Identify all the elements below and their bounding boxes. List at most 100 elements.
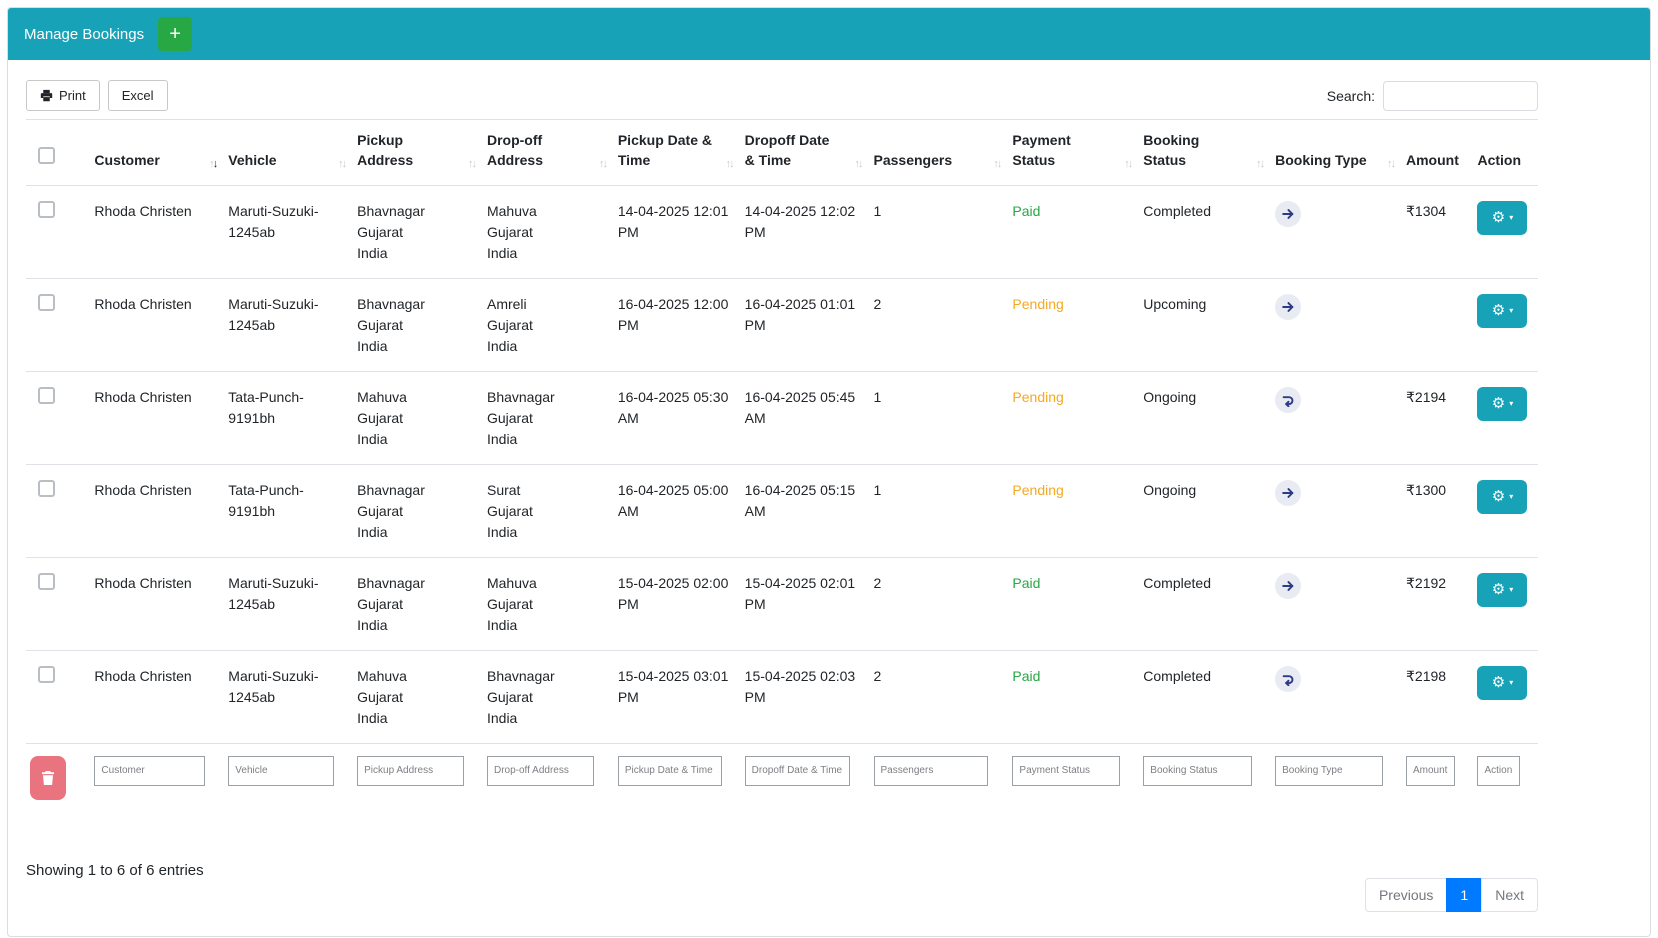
dropoff-datetime-cell: 14-04-2025 12:02 PM — [741, 185, 870, 278]
col-header-amount: Amount — [1402, 120, 1473, 186]
col-header-select — [26, 120, 90, 186]
filter-input-dropoff-date-time[interactable] — [745, 756, 851, 786]
caret-down-icon: ▾ — [1509, 214, 1513, 222]
gear-icon: ⚙ — [1492, 582, 1505, 597]
customer-cell: Rhoda Christen — [90, 650, 224, 743]
payment-status-cell: Paid — [1008, 557, 1139, 650]
filter-input-payment-status[interactable] — [1012, 756, 1120, 786]
select-all-checkbox[interactable] — [38, 147, 55, 164]
previous-button[interactable]: Previous — [1365, 878, 1447, 912]
booking-status-cell: Ongoing — [1139, 464, 1271, 557]
row-checkbox[interactable] — [38, 294, 55, 311]
filter-input-drop-off-address[interactable] — [487, 756, 595, 786]
table-row: Rhoda ChristenMaruti-Suzuki- 1245abMahuv… — [26, 650, 1538, 743]
col-header-dropoff-datetime[interactable]: Dropoff Date & Time↑↓ — [741, 120, 870, 186]
caret-down-icon: ▾ — [1509, 586, 1513, 594]
row-action-dropdown[interactable]: ⚙▾ — [1477, 666, 1527, 700]
vehicle-cell: Maruti-Suzuki- 1245ab — [224, 557, 353, 650]
booking-status-cell: Completed — [1139, 185, 1271, 278]
dropoff-datetime-cell: 15-04-2025 02:01 PM — [741, 557, 870, 650]
amount-cell — [1402, 278, 1473, 371]
search-input[interactable] — [1383, 81, 1538, 111]
passengers-cell: 1 — [870, 185, 1009, 278]
booking-status-cell: Completed — [1139, 650, 1271, 743]
col-header-passengers[interactable]: Passengers↑↓ — [870, 120, 1009, 186]
row-action-dropdown[interactable]: ⚙▾ — [1477, 201, 1527, 235]
dropoff-datetime-cell: 16-04-2025 05:15 AM — [741, 464, 870, 557]
passengers-cell: 2 — [870, 650, 1009, 743]
filter-cell-booking-type — [1271, 743, 1402, 810]
pickup-datetime-cell: 16-04-2025 05:00 AM — [614, 464, 741, 557]
filter-input-passengers[interactable] — [874, 756, 989, 786]
select-cell — [26, 185, 90, 278]
sort-icons: ↑↓ — [468, 158, 475, 170]
passengers-cell: 1 — [870, 371, 1009, 464]
sort-icons: ↑↓ — [1256, 158, 1263, 170]
booking-type-cell — [1271, 278, 1402, 371]
one-way-arrow-icon — [1275, 294, 1301, 320]
col-header-customer[interactable]: Customer↑↓ — [90, 120, 224, 186]
passengers-cell: 2 — [870, 278, 1009, 371]
customer-cell: Rhoda Christen — [90, 185, 224, 278]
customer-cell: Rhoda Christen — [90, 371, 224, 464]
dropoff-address-cell: Bhavnagar Gujarat India — [483, 371, 614, 464]
vehicle-cell: Tata-Punch- 9191bh — [224, 464, 353, 557]
manage-bookings-card: Manage Bookings + Print Excel Search: — [7, 7, 1651, 937]
col-header-payment-status[interactable]: Payment Status↑↓ — [1008, 120, 1139, 186]
row-action-dropdown[interactable]: ⚙▾ — [1477, 387, 1527, 421]
row-checkbox[interactable] — [38, 201, 55, 218]
filter-input-action[interactable] — [1477, 756, 1520, 786]
table-row: Rhoda ChristenMaruti-Suzuki- 1245abBhavn… — [26, 557, 1538, 650]
dropoff-address-cell: Surat Gujarat India — [483, 464, 614, 557]
row-checkbox[interactable] — [38, 573, 55, 590]
filter-input-amount[interactable] — [1406, 756, 1455, 786]
sort-icons: ↑↓ — [1387, 158, 1394, 170]
col-header-label: Pickup Address — [357, 132, 413, 168]
next-button[interactable]: Next — [1481, 878, 1538, 912]
excel-button-label: Excel — [122, 88, 154, 103]
col-header-action: Action — [1473, 120, 1538, 186]
filter-cell-passengers — [870, 743, 1009, 810]
sort-icons: ↑↓ — [338, 158, 345, 170]
entries-summary: Showing 1 to 6 of 6 entries — [26, 862, 204, 879]
card-header: Manage Bookings + — [8, 8, 1650, 60]
col-header-label: Booking Type — [1275, 152, 1367, 168]
table-row: Rhoda ChristenMaruti-Suzuki- 1245abBhavn… — [26, 278, 1538, 371]
filter-input-pickup-address[interactable] — [357, 756, 464, 786]
print-button[interactable]: Print — [26, 80, 100, 111]
add-booking-button[interactable]: + — [158, 17, 192, 51]
row-checkbox[interactable] — [38, 480, 55, 497]
filter-input-pickup-date-time[interactable] — [618, 756, 722, 786]
action-cell: ⚙▾ — [1473, 557, 1538, 650]
gear-icon: ⚙ — [1492, 489, 1505, 504]
col-header-pickup-address[interactable]: Pickup Address ↑↓ — [353, 120, 483, 186]
caret-down-icon: ▾ — [1509, 493, 1513, 501]
row-action-dropdown[interactable]: ⚙▾ — [1477, 573, 1527, 607]
filter-cell-action — [1473, 743, 1538, 810]
print-button-label: Print — [59, 88, 86, 103]
excel-button[interactable]: Excel — [108, 80, 168, 111]
booking-status-cell: Ongoing — [1139, 371, 1271, 464]
col-header-pickup-datetime[interactable]: Pickup Date & Time↑↓ — [614, 120, 741, 186]
col-header-vehicle[interactable]: Vehicle ↑↓ — [224, 120, 353, 186]
select-cell — [26, 371, 90, 464]
col-header-label: Vehicle — [228, 152, 276, 168]
bookings-table: Customer↑↓Vehicle ↑↓ Pickup Address ↑↓ Drop-… — [26, 119, 1538, 810]
page-1-button[interactable]: 1 — [1446, 878, 1482, 912]
action-cell: ⚙▾ — [1473, 371, 1538, 464]
row-action-dropdown[interactable]: ⚙▾ — [1477, 480, 1527, 514]
col-header-label: Amount — [1406, 152, 1459, 168]
col-header-dropoff-address[interactable]: Drop-off Address↑↓ — [483, 120, 614, 186]
caret-down-icon: ▾ — [1509, 307, 1513, 315]
row-action-dropdown[interactable]: ⚙▾ — [1477, 294, 1527, 328]
row-checkbox[interactable] — [38, 387, 55, 404]
col-header-label: Payment Status — [1012, 132, 1070, 168]
filter-input-booking-type[interactable] — [1275, 756, 1383, 786]
filter-input-vehicle[interactable] — [228, 756, 334, 786]
col-header-booking-status[interactable]: Booking Status↑↓ — [1139, 120, 1271, 186]
filter-input-booking-status[interactable] — [1143, 756, 1251, 786]
row-checkbox[interactable] — [38, 666, 55, 683]
delete-selected-button[interactable] — [30, 756, 66, 800]
col-header-booking-type[interactable]: Booking Type ↑↓ — [1271, 120, 1402, 186]
filter-input-customer[interactable] — [94, 756, 204, 786]
